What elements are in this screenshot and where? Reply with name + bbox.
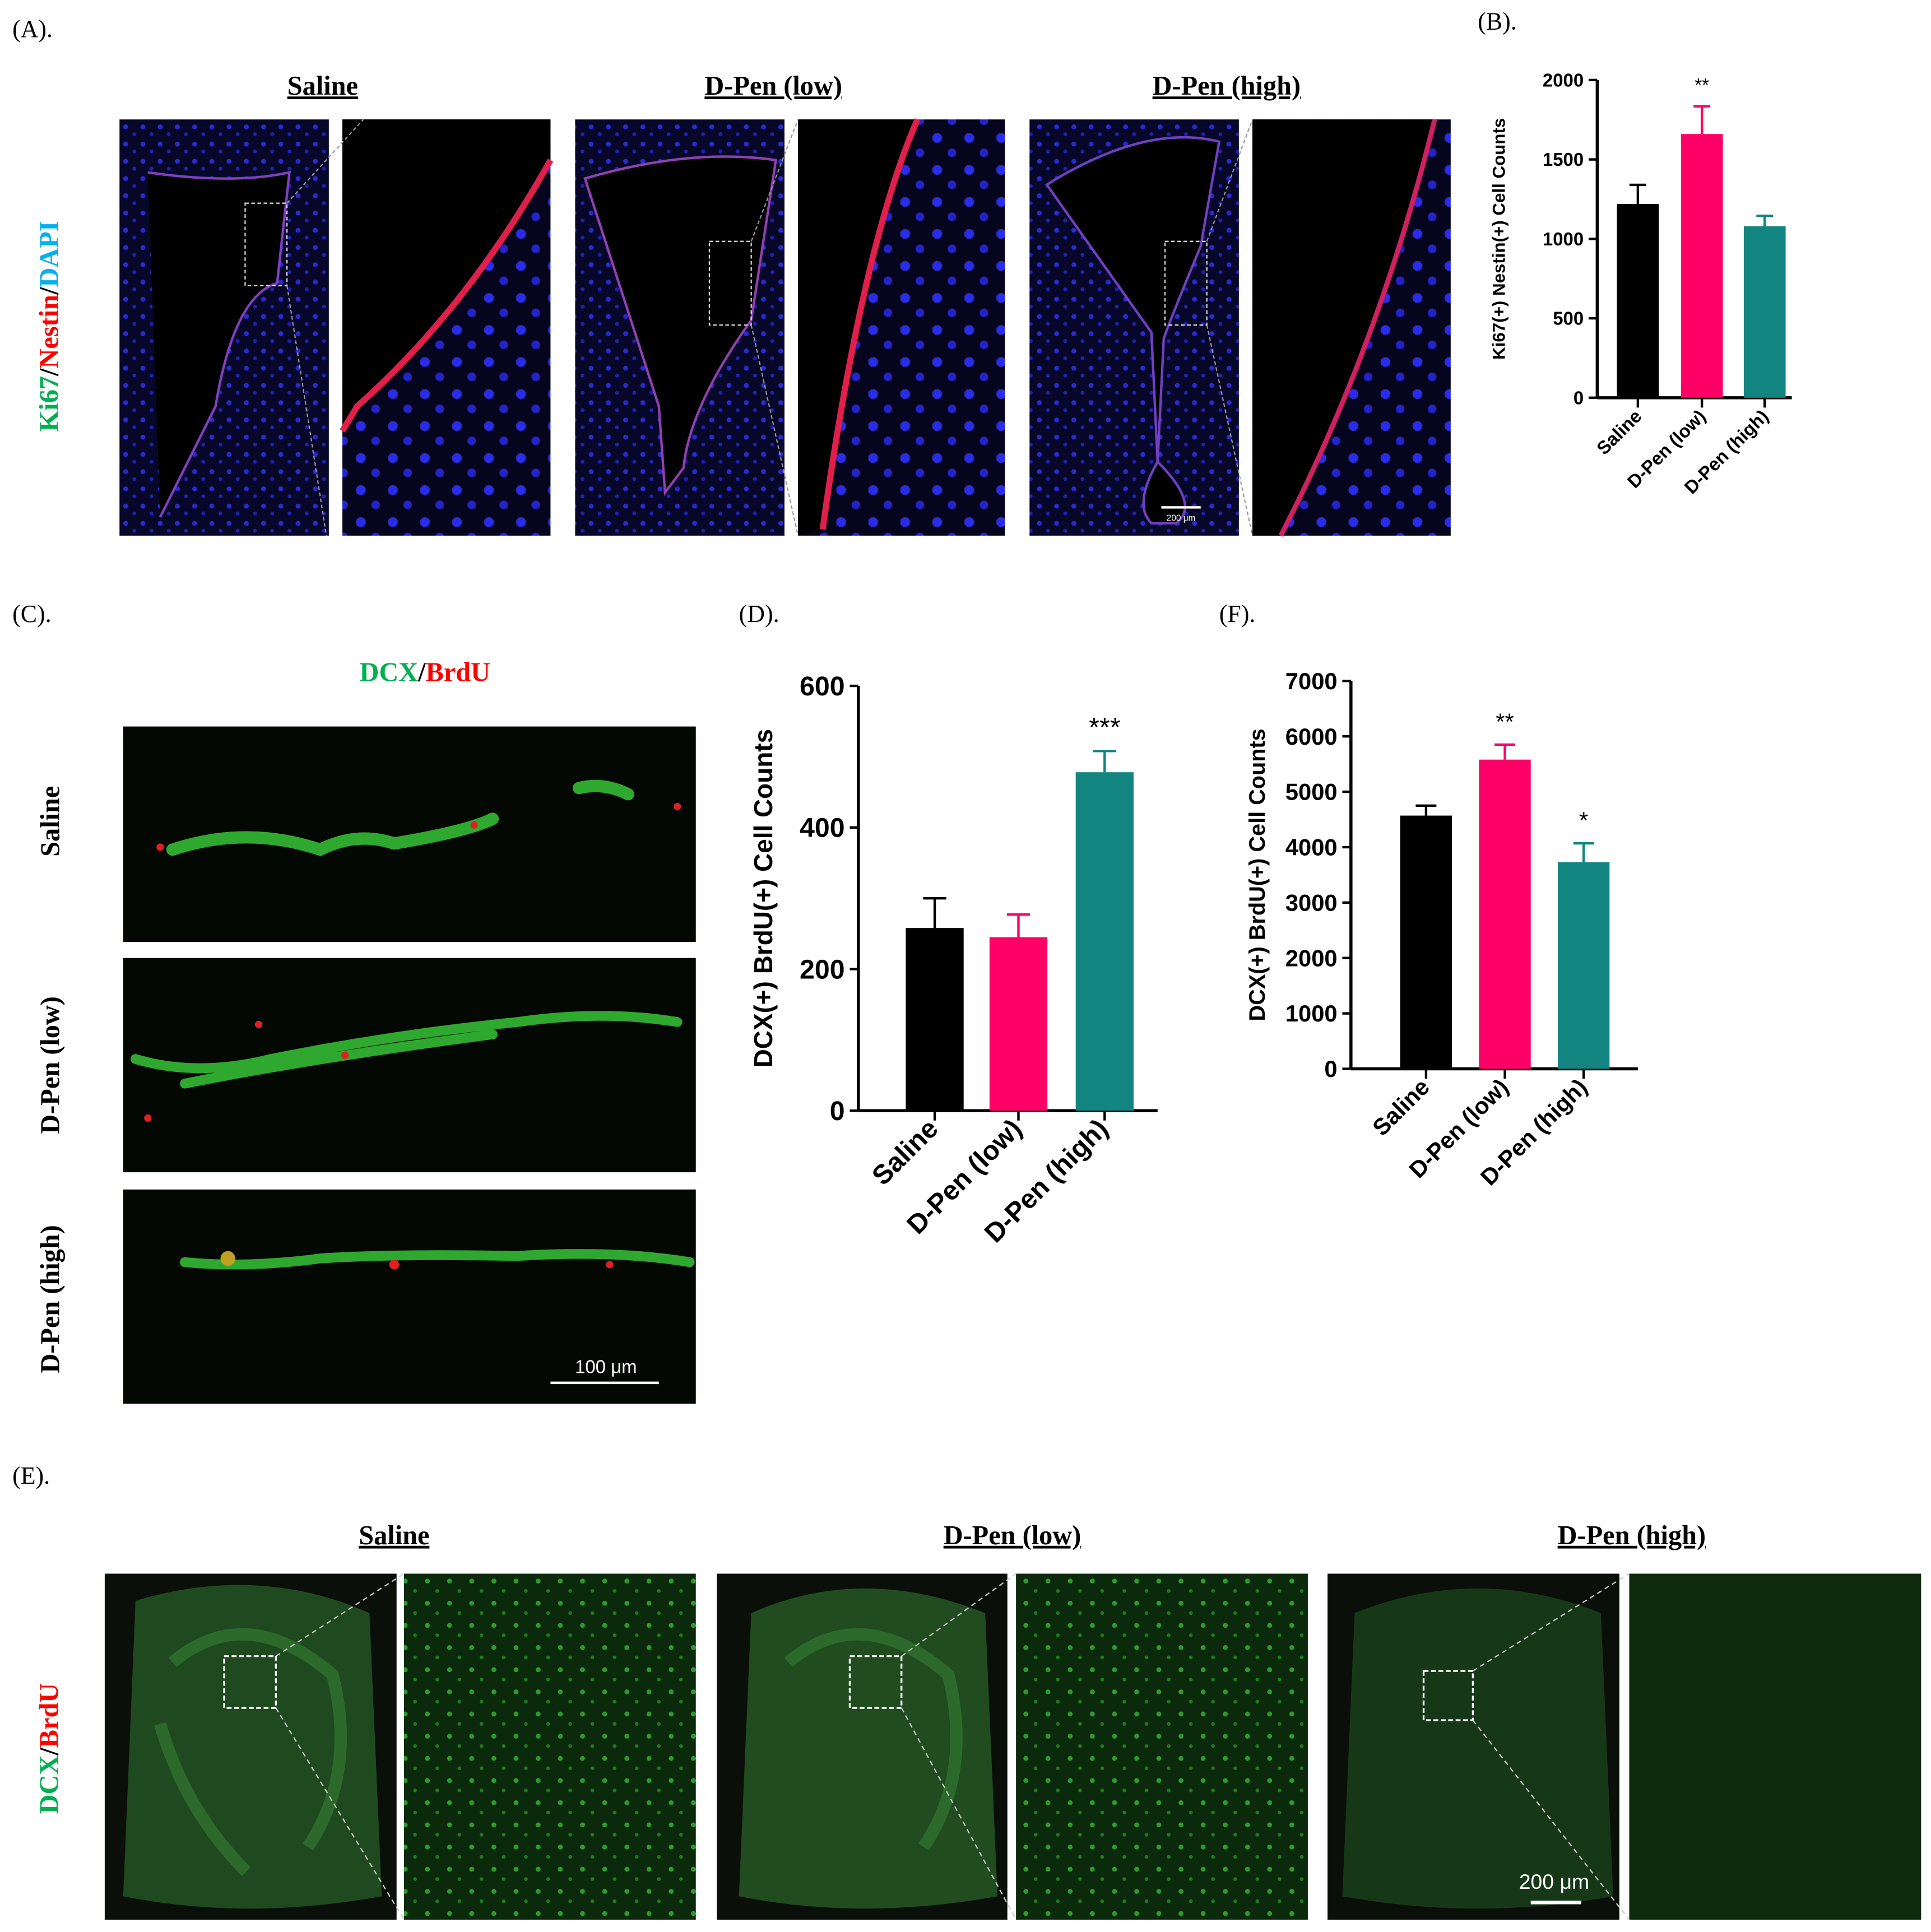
stain: Nestin [34,295,64,369]
bar [1075,772,1134,1111]
scale-label: 200 μm [1167,514,1196,523]
x-tick-label: Saline [866,1113,944,1191]
row-label: D-Pen (high) [36,1225,66,1373]
bar [906,928,964,1111]
significance: ** [1496,709,1514,735]
x-tick-label: Saline [1367,1074,1435,1141]
y-tick-label: 400 [800,813,845,843]
bar [1479,759,1531,1069]
y-tick-label: 3000 [1285,889,1338,916]
y-tick-label: 6000 [1285,723,1338,750]
column-title: Saline [287,71,358,101]
significance: * [1579,807,1588,834]
micrographs-e [104,1573,1921,1920]
panel-label: (E). [12,1462,50,1489]
stain: DCX [34,1755,64,1814]
stain: / [417,657,426,687]
row-label: Saline [36,786,66,857]
column-title: D-Pen (low) [704,71,842,101]
y-axis-label: DCX(+) BrdU(+) Cell Counts [1245,728,1270,1021]
stain: Ki67 [34,376,64,431]
bar [989,937,1048,1111]
stain-label: DCX/BrdU [359,657,490,687]
stain-label: Ki67/Nestin/DAPI [34,221,64,431]
stain: / [34,1748,64,1756]
panel-label: (F). [1219,600,1256,628]
y-tick-label: 0 [1324,1056,1337,1082]
column-title: D-Pen (high) [1153,71,1301,101]
panel-label: (D). [739,600,779,628]
y-tick-label: 0 [830,1096,845,1126]
stain: DCX [359,657,418,687]
stain: / [34,368,64,377]
scale-label: 200 μm [1519,1870,1589,1893]
stain-label: DCX/BrdU [34,1683,64,1814]
y-tick-label: 1000 [1285,1000,1338,1027]
row-label: D-Pen (low) [36,996,66,1134]
x-tick-label: Saline [1593,406,1646,459]
micrographs-c [123,726,696,1404]
significance: ** [1695,75,1709,95]
stain: DAPI [34,221,64,287]
y-tick-label: 5000 [1285,779,1338,805]
y-tick-label: 7000 [1285,668,1338,694]
y-tick-label: 500 [1553,308,1584,329]
y-axis-label: DCX(+) BrdU(+) Cell Counts [749,729,778,1067]
y-tick-label: 600 [800,671,845,702]
column-title: D-Pen (low) [944,1521,1081,1550]
y-tick-label: 0 [1573,387,1584,408]
panel-label: (B). [1478,8,1517,35]
column-title: Saline [359,1521,429,1550]
bar [1743,226,1786,398]
bar [1617,203,1659,398]
bar [1558,862,1610,1069]
scale-label: 100 μm [575,1356,637,1377]
y-tick-label: 2000 [1285,945,1338,971]
micrographs-a [119,118,1451,537]
y-tick-label: 1000 [1543,229,1584,249]
y-axis-label: Ki67(+) Nestin(+) Cell Counts [1489,118,1509,360]
column-title: D-Pen (high) [1558,1521,1706,1550]
y-tick-label: 1500 [1543,149,1584,170]
significance: *** [1089,712,1121,742]
y-tick-label: 200 [800,954,845,984]
stain: BrdU [426,657,490,687]
panel-label: (A). [12,15,53,43]
bar [1681,134,1723,398]
y-tick-label: 4000 [1285,834,1338,861]
y-tick-label: 2000 [1543,69,1584,90]
stain: BrdU [34,1683,64,1748]
panel-label: (C). [12,600,52,628]
bar [1400,815,1452,1069]
stain: / [34,287,64,295]
